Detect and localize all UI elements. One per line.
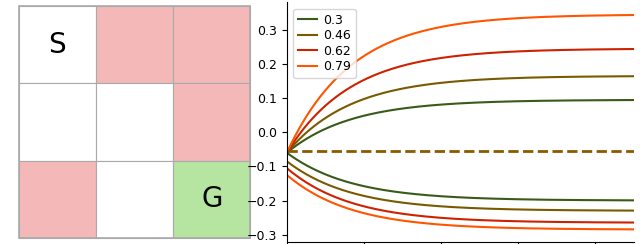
- 0.3: [490, 101, 497, 103]
- 0.62: [470, 53, 478, 56]
- 0.46: [283, 151, 291, 154]
- 0.3: [283, 151, 291, 154]
- 0.62: [450, 55, 458, 58]
- Bar: [173, 83, 250, 161]
- Bar: [96, 161, 173, 238]
- 0.79: [450, 23, 458, 26]
- Legend: 0.3, 0.46, 0.62, 0.79: 0.3, 0.46, 0.62, 0.79: [293, 9, 356, 78]
- 0.79: [470, 20, 478, 23]
- Bar: [19, 161, 96, 238]
- 0.62: [490, 51, 497, 54]
- 0.3: [470, 101, 478, 104]
- Bar: [19, 6, 96, 83]
- 0.79: [567, 15, 575, 18]
- 0.62: [283, 151, 291, 154]
- Bar: [19, 83, 96, 161]
- 0.79: [448, 24, 456, 27]
- Bar: [173, 6, 250, 83]
- 0.46: [448, 80, 456, 83]
- 0.62: [448, 55, 456, 58]
- Line: 0.79: 0.79: [287, 15, 634, 153]
- Line: 0.46: 0.46: [287, 76, 634, 153]
- Text: G: G: [201, 185, 222, 213]
- Line: 0.3: 0.3: [287, 100, 634, 153]
- Text: S: S: [49, 31, 66, 59]
- Bar: [173, 161, 250, 238]
- 0.79: [630, 14, 637, 17]
- 0.46: [621, 75, 629, 78]
- 0.3: [450, 102, 458, 105]
- 0.46: [490, 78, 497, 81]
- 0.3: [621, 99, 629, 102]
- 0.46: [567, 75, 575, 78]
- 0.3: [448, 102, 456, 105]
- 0.3: [630, 99, 637, 102]
- 0.46: [630, 75, 637, 78]
- 0.46: [470, 79, 478, 81]
- 0.46: [450, 80, 458, 83]
- Line: 0.62: 0.62: [287, 49, 634, 153]
- 0.79: [490, 19, 497, 21]
- 0.62: [621, 48, 629, 51]
- 0.79: [621, 14, 629, 17]
- Bar: [96, 83, 173, 161]
- 0.62: [630, 48, 637, 51]
- Bar: [96, 6, 173, 83]
- 0.3: [567, 99, 575, 102]
- 0.62: [567, 48, 575, 51]
- 0.79: [283, 151, 291, 154]
